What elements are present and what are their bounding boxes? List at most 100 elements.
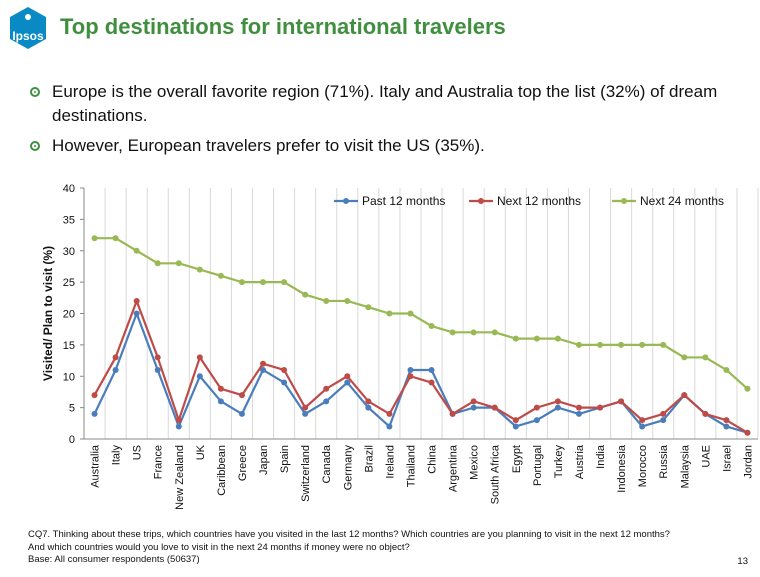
y-tick-label: 10 <box>63 371 75 383</box>
data-point <box>533 417 540 424</box>
data-point <box>281 366 288 373</box>
data-point <box>154 260 161 267</box>
data-point <box>302 404 309 411</box>
legend-label: Past 12 months <box>362 194 445 208</box>
data-point <box>744 429 751 436</box>
data-point <box>407 373 414 380</box>
x-tick-label: UAE <box>700 445 712 468</box>
data-point <box>428 366 435 373</box>
bullet-text: However, European travelers prefer to vi… <box>52 136 485 155</box>
y-axis-title: Visited/ Plan to visit (%) <box>41 246 55 381</box>
data-point <box>533 404 540 411</box>
slide-title: Top destinations for international trave… <box>60 14 506 39</box>
series-line <box>93 299 749 434</box>
y-tick-label: 20 <box>63 309 75 321</box>
x-tick-label: Japan <box>258 445 270 475</box>
data-point <box>702 354 709 361</box>
x-tick-label: Spain <box>279 445 291 473</box>
data-point <box>365 398 372 405</box>
bullet-icon <box>30 87 40 97</box>
data-point <box>281 279 288 286</box>
series-line <box>94 237 749 390</box>
data-point <box>302 291 309 298</box>
footnote: CQ7. Thinking about these trips, which c… <box>28 529 718 567</box>
data-point <box>217 272 224 279</box>
bullet-item: Europe is the overall favorite region (7… <box>30 80 750 128</box>
y-tick-label: 0 <box>69 434 75 446</box>
logo-text: Ipsos <box>12 29 44 43</box>
y-tick-label: 35 <box>63 214 75 226</box>
x-tick-label: New Zealand <box>174 445 186 510</box>
data-point <box>323 385 330 392</box>
legend-label: Next 12 months <box>497 194 581 208</box>
data-point <box>302 410 309 417</box>
data-point <box>470 329 477 336</box>
data-point <box>533 335 540 342</box>
data-point <box>575 341 582 348</box>
data-point <box>618 398 625 405</box>
y-tick-label: 30 <box>63 246 75 258</box>
data-point <box>744 385 751 392</box>
data-point <box>344 297 351 304</box>
data-point <box>554 398 561 405</box>
footnote-line: Base: All consumer respondents (50637) <box>28 554 200 565</box>
data-point <box>175 423 182 430</box>
data-point <box>723 366 730 373</box>
y-tick-label: 25 <box>63 277 75 289</box>
data-point <box>175 260 182 267</box>
x-tick-label: France <box>153 445 165 479</box>
x-tick-label: Caribbean <box>216 445 228 496</box>
x-tick-label: India <box>595 444 607 469</box>
data-point <box>491 404 498 411</box>
x-tick-label: Turkey <box>553 445 565 479</box>
data-point <box>112 354 119 361</box>
data-point <box>133 297 140 304</box>
data-point <box>681 354 688 361</box>
series-line <box>93 312 748 434</box>
data-point <box>133 247 140 254</box>
data-point <box>428 379 435 386</box>
x-tick-label: Italy <box>111 445 123 466</box>
page-number: 13 <box>737 556 748 567</box>
bullet-text: Europe is the overall favorite region (7… <box>52 82 718 125</box>
data-point <box>618 341 625 348</box>
x-tick-label: Mexico <box>469 445 481 480</box>
data-point <box>365 404 372 411</box>
data-point <box>217 398 224 405</box>
data-point <box>260 279 267 286</box>
data-point <box>91 235 98 242</box>
data-point <box>449 329 456 336</box>
data-point <box>702 410 709 417</box>
data-point <box>660 417 667 424</box>
data-point <box>723 423 730 430</box>
data-point <box>554 335 561 342</box>
data-point <box>112 366 119 373</box>
data-point <box>323 398 330 405</box>
x-tick-label: Indonesia <box>616 444 628 493</box>
x-tick-label: Ireland <box>384 445 396 479</box>
data-point <box>449 410 456 417</box>
data-point <box>91 392 98 399</box>
data-point <box>575 404 582 411</box>
data-point <box>639 417 646 424</box>
footnote-line: CQ7. Thinking about these trips, which c… <box>28 529 670 540</box>
data-point <box>323 297 330 304</box>
data-point <box>154 354 161 361</box>
data-point <box>639 341 646 348</box>
data-point <box>512 335 519 342</box>
x-tick-label: Russia <box>658 444 670 479</box>
data-point <box>260 366 267 373</box>
data-point <box>428 323 435 330</box>
x-tick-label: Brazil <box>363 445 375 473</box>
data-point <box>386 410 393 417</box>
data-point <box>260 360 267 367</box>
data-point <box>723 417 730 424</box>
data-point <box>512 417 519 424</box>
data-point <box>470 398 477 405</box>
data-point <box>365 304 372 311</box>
x-tick-label: South Africa <box>490 444 502 504</box>
data-point <box>639 423 646 430</box>
x-tick-label: Switzerland <box>300 445 312 502</box>
x-tick-label: UK <box>195 444 207 460</box>
